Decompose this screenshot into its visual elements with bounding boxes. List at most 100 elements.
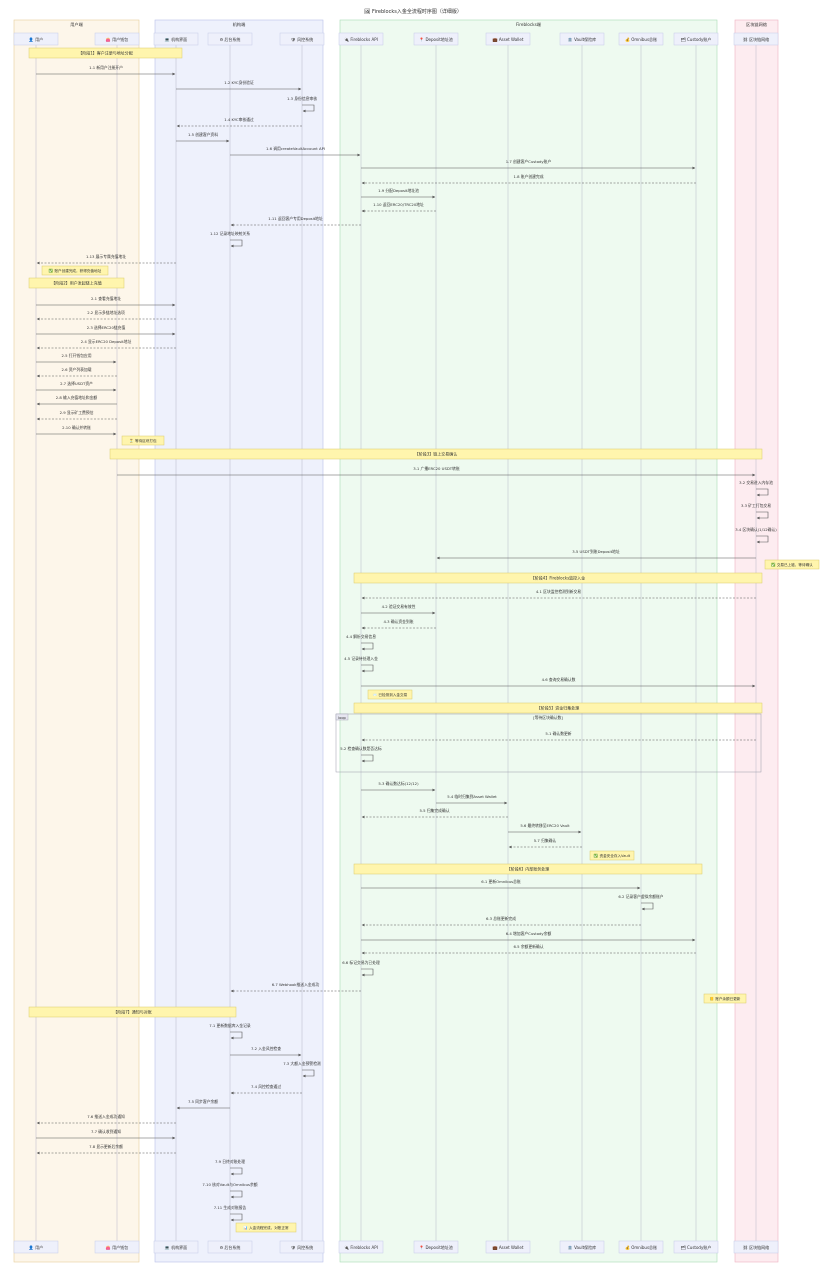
participant-label: 🔌 Fireblocks API — [344, 37, 378, 42]
participant-box — [413, 32, 459, 46]
participant-box — [153, 1240, 199, 1254]
message-label: 4.2 验证交易有效性 — [382, 604, 416, 609]
participant-label: 🛡 风控系统 — [291, 36, 313, 42]
message-label: 3.1 广播ERC20 USDT转账 — [413, 466, 460, 471]
self-message-arrow — [756, 535, 769, 544]
phase-banner — [353, 863, 703, 875]
message-label: 1.3 身份信息审核 — [287, 96, 317, 101]
message-label: 2.4 显示ERC20 Deposit地址 — [81, 339, 132, 344]
message-label: 3.5 USDT到账Deposit地址 — [572, 549, 620, 554]
self-message-arrow — [302, 1069, 315, 1078]
participant-box — [733, 32, 779, 46]
message-label: 2.2 显示多链地址选项 — [87, 310, 125, 315]
loop-tag: loop — [338, 716, 346, 720]
participant-box — [153, 32, 199, 46]
note-label: ⏳ 等待区块打包 — [129, 438, 157, 443]
message-label: 4.5 记录待处理入金 — [344, 656, 378, 661]
note-box — [235, 1222, 297, 1233]
self-message-arrow — [230, 1167, 243, 1176]
message-label: 2.1 查看充值地址 — [91, 296, 121, 301]
note-box — [121, 435, 165, 446]
participant-label: 🏦 Vault保险库 — [568, 1244, 596, 1250]
message-label: 5.6 最终转移至ERC20 Vault — [520, 823, 570, 828]
note-box — [589, 850, 635, 861]
message-label: 5.7 归集确认 — [534, 838, 557, 843]
message-label: 3.4 区块确认(1/12确认) — [735, 527, 777, 532]
participant-label: 👤 用户 — [29, 1244, 43, 1250]
participant-label: 👛 用户钱包 — [106, 1244, 128, 1250]
message-label: 2.6 资产列表加载 — [61, 367, 91, 372]
participant-box — [338, 32, 384, 46]
phase-banner — [28, 277, 125, 289]
message-label: 2.8 输入充值地址和金额 — [56, 395, 98, 400]
phase-banner — [28, 47, 183, 59]
self-message-arrow — [756, 511, 769, 520]
message-label: 1.2 KYC身份验证 — [224, 80, 254, 85]
loop-layer: loop [等待区块确认数] — [335, 713, 762, 773]
note-box — [41, 265, 109, 276]
participant-box — [279, 32, 325, 46]
note-label: 📨 已检测到入金交易 — [373, 692, 408, 697]
message-label: 7.5 同步客户余额 — [188, 1099, 218, 1104]
diagram-title: 🖼 Fireblocks入金全流程时序图（详细版） — [364, 8, 462, 15]
message-label: 7.10 核对Vault与Omnibus余额 — [202, 1182, 257, 1187]
self-message-arrow — [361, 664, 374, 673]
participant-box — [618, 1240, 664, 1254]
participant-label: 💰 Omnibus总账 — [625, 1244, 657, 1250]
participant-box — [673, 32, 719, 46]
participant-box — [13, 32, 59, 46]
loop-frame — [335, 713, 762, 773]
phase-banner — [28, 1006, 237, 1018]
participant-label: ⚙ 后台系统 — [220, 1244, 241, 1250]
message-label: 4.1 区块监控检测到新交易 — [536, 589, 581, 594]
note-label: 📊 入金流程完成，对账正常 — [243, 1225, 289, 1230]
message-label: 5.5 归集完成确认 — [419, 808, 449, 813]
message-label: 6.3 总账更新完成 — [486, 916, 516, 921]
phase-label: 【阶段3】链上交易确认 — [415, 451, 458, 457]
participant-box — [94, 1240, 140, 1254]
participants-layer: 👤 用户 👤 用户 👛 用户钱包 👛 用户钱包 💻 机构界面 💻 机构界面 ⚙ 后台系统 ⚙ … — [13, 32, 779, 1254]
self-message-arrow — [302, 104, 315, 113]
message-label: 6.6 标记交易为已处理 — [342, 960, 380, 965]
phase-banner — [353, 572, 763, 584]
note-label: ✅ 资金安全存入Vault — [594, 853, 631, 858]
message-label: 1.5 创建客户资料 — [188, 132, 218, 137]
participant-label: 🛡 风控系统 — [291, 1244, 313, 1250]
self-message-arrow — [230, 1190, 243, 1199]
phases-layer: 【阶段1】客户注册与地址分配【阶段2】用户发起链上充值【阶段3】链上交易确认【阶… — [28, 47, 763, 1018]
participant-label: ⛓ 区块链网络 — [743, 36, 769, 42]
message-label: 7.11 生成对账报告 — [214, 1205, 247, 1210]
group-label: 机构端 — [233, 21, 246, 28]
participant-box — [207, 32, 253, 46]
message-label: 6.7 Webhook推送入金成功 — [272, 982, 320, 987]
message-label: 6.1 更新Omnibus总账 — [481, 879, 521, 884]
participant-box — [733, 1240, 779, 1254]
self-message-arrow — [230, 239, 243, 248]
loop-label: [等待区块确认数] — [533, 715, 563, 720]
message-label: 2.7 选择USDT资产 — [60, 381, 93, 386]
participant-label: 💼 Asset Wallet — [493, 1245, 524, 1250]
self-message-arrow — [230, 1031, 243, 1040]
message-label: 7.9 日终对账处理 — [215, 1159, 245, 1164]
self-message-arrow — [361, 642, 374, 651]
participant-label: 📍 Deposit地址池 — [419, 1244, 453, 1250]
self-message-arrow — [361, 754, 374, 763]
note-label: ✅ 账户创建完成，获得充值地址 — [49, 268, 102, 273]
note-box — [367, 689, 413, 700]
participant-label: 🔌 Fireblocks API — [344, 1245, 378, 1250]
participant-label: 💼 Asset Wallet — [493, 37, 524, 42]
participant-label: 🏦 Vault保险库 — [568, 36, 596, 42]
message-label: 1.4 KYC审核通过 — [224, 117, 254, 122]
participant-box — [413, 1240, 459, 1254]
self-message-arrow — [756, 488, 769, 497]
group-label: Fireblocks端 — [516, 21, 541, 28]
participant-box — [485, 32, 531, 46]
participant-box — [279, 1240, 325, 1254]
message-label: 1.7 创建客户Custody账户 — [506, 159, 552, 164]
notes-layer: ✅ 账户创建完成，获得充值地址 ⏳ 等待区块打包 ✅ 交易已上链，等待确认 📨 已检测… — [41, 265, 820, 1233]
message-label: 7.6 推送入金成功通知 — [87, 1114, 125, 1119]
message-label: 1.8 账户创建完成 — [513, 174, 543, 179]
message-label: 5.3 确认数达标(12/12) — [378, 781, 419, 786]
message-label: 3.3 矿工打包交易 — [741, 503, 771, 508]
group-box — [13, 19, 140, 1263]
